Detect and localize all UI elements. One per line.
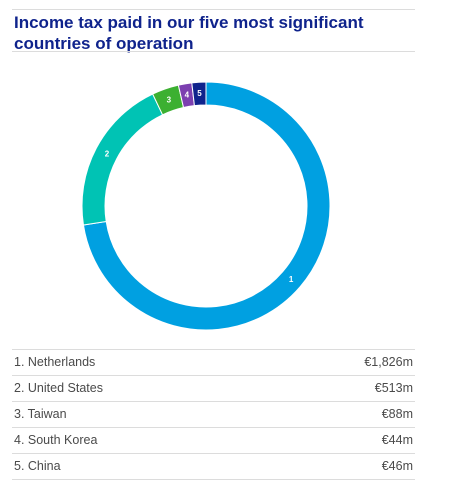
slice-marker-2: 2 xyxy=(105,150,110,159)
legend-country-label: 1. Netherlands xyxy=(14,355,96,369)
slice-marker-1: 1 xyxy=(289,275,294,284)
legend-row: 3. Taiwan €88m xyxy=(12,402,415,428)
legend-tax-value: €88m xyxy=(381,407,413,421)
legend-country-label: 4. South Korea xyxy=(14,433,98,447)
legend-row: 1. Netherlands €1,826m xyxy=(12,350,415,376)
slice-marker-4: 4 xyxy=(185,91,190,100)
legend-row: 4. South Korea €44m xyxy=(12,428,415,454)
title-top-rule xyxy=(12,9,415,10)
legend-tax-value: €44m xyxy=(381,433,413,447)
chart-title: Income tax paid in our five most signifi… xyxy=(14,13,364,53)
legend-top-rule xyxy=(12,349,415,350)
legend-row: 5. China €46m xyxy=(12,454,415,480)
slice-marker-3: 3 xyxy=(167,95,172,104)
donut-slice-1 xyxy=(82,81,331,331)
donut-slices xyxy=(81,81,331,331)
legend-tax-value: €46m xyxy=(381,459,413,473)
legend-row: 2. United States €513m xyxy=(12,376,415,402)
donut-chart: 1 2 3 4 5 xyxy=(81,81,331,331)
title-bottom-rule xyxy=(12,51,415,52)
legend-tax-value: €513m xyxy=(374,381,413,395)
legend-country-label: 3. Taiwan xyxy=(14,407,67,421)
legend-country-label: 5. China xyxy=(14,459,61,473)
slice-markers: 1 2 3 4 5 xyxy=(105,89,294,284)
legend-table: 1. Netherlands €1,826m 2. United States €51… xyxy=(12,350,415,480)
donut-slice-2 xyxy=(81,93,164,226)
slice-marker-5: 5 xyxy=(197,89,202,98)
donut-slice-5 xyxy=(191,81,207,107)
legend-tax-value: €1,826m xyxy=(364,355,413,369)
legend-country-label: 2. United States xyxy=(14,381,103,395)
